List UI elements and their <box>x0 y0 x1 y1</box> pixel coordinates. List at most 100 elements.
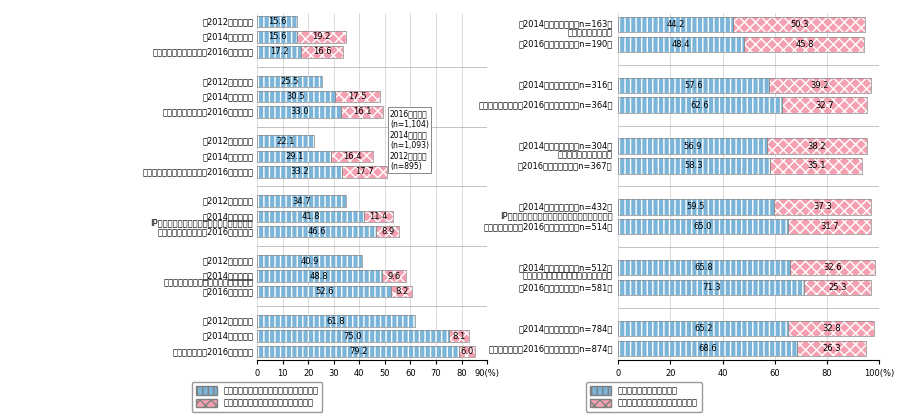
Text: 71.3: 71.3 <box>702 283 721 292</box>
Legend: 所定の成果が上がっている, 一部であるが、成果が上がっている: 所定の成果が上がっている, 一部であるが、成果が上がっている <box>586 382 702 412</box>
Bar <box>770 158 862 173</box>
Bar <box>618 199 774 215</box>
Text: 15.6: 15.6 <box>268 32 286 41</box>
Text: 防災メール　（2016年度調査）　（n=874）: 防災メール （2016年度調査） （n=874） <box>488 344 612 353</box>
Text: 共通情報配信　（2016年度調査）　（n=514）: 共通情報配信 （2016年度調査） （n=514） <box>483 222 612 231</box>
Text: 16.1: 16.1 <box>353 107 372 116</box>
Bar <box>257 195 345 207</box>
Bar <box>618 138 767 154</box>
Text: （2014年度調査）: （2014年度調査） <box>202 152 253 161</box>
Bar <box>618 280 805 295</box>
Bar <box>257 315 415 327</box>
Bar <box>788 321 874 336</box>
Text: カメラ・センサー等による防災情報収集: カメラ・センサー等による防災情報収集 <box>522 272 612 281</box>
Text: 38.2: 38.2 <box>807 142 826 150</box>
Bar <box>257 211 364 222</box>
Text: 17.2: 17.2 <box>270 47 289 57</box>
Bar <box>364 211 393 222</box>
Bar <box>257 135 314 147</box>
Bar <box>618 17 733 32</box>
Text: （2014年度調査）: （2014年度調査） <box>202 272 253 281</box>
Bar <box>257 151 331 162</box>
Text: 56.9: 56.9 <box>683 142 702 150</box>
Bar <box>733 17 865 32</box>
Text: 57.6: 57.6 <box>684 81 703 90</box>
Text: （2014年度調査）　（n=432）: （2014年度調査） （n=432） <box>519 202 612 212</box>
Text: 被害情報把握・復旧要請　（2016年度調査）: 被害情報把握・復旧要請 （2016年度調査） <box>143 167 253 176</box>
Text: 29.1: 29.1 <box>285 152 303 161</box>
Bar <box>342 166 387 178</box>
Bar <box>297 31 346 42</box>
Text: 35.1: 35.1 <box>807 161 825 171</box>
Bar <box>618 158 770 173</box>
Bar <box>805 280 870 295</box>
Bar <box>257 286 391 297</box>
Text: 61.8: 61.8 <box>327 316 345 326</box>
Legend: 運営している、または参加・協力している, 今後実施する予定、または検討している: 運営している、または参加・協力している, 今後実施する予定、または検討している <box>191 382 323 412</box>
Bar <box>257 106 342 118</box>
Bar <box>257 255 362 267</box>
Bar <box>257 16 297 27</box>
Bar <box>618 321 788 336</box>
Bar <box>297 31 346 42</box>
Bar <box>257 16 297 27</box>
Bar <box>301 46 344 58</box>
Bar <box>257 195 345 207</box>
Text: 17.7: 17.7 <box>355 167 373 176</box>
Text: 15.6: 15.6 <box>268 17 286 26</box>
Text: （2016年度調査）　（n=190）: （2016年度調査） （n=190） <box>519 40 612 49</box>
Text: （2014年度調査）　（n=304）: （2014年度調査） （n=304） <box>519 142 612 150</box>
Text: （2014年度調査）　（n=784）: （2014年度調査） （n=784） <box>519 324 612 333</box>
Bar <box>257 75 322 87</box>
Bar <box>257 166 342 178</box>
Text: 25.5: 25.5 <box>281 77 299 86</box>
Bar <box>257 286 391 297</box>
Bar <box>618 36 744 52</box>
Bar <box>733 17 865 32</box>
Bar <box>618 260 790 275</box>
Bar <box>769 78 871 93</box>
Bar <box>391 286 412 297</box>
Bar <box>618 78 769 93</box>
Bar <box>744 36 864 52</box>
Text: 45.8: 45.8 <box>796 40 814 49</box>
Bar <box>618 17 733 32</box>
Bar <box>782 98 867 113</box>
Text: 58.3: 58.3 <box>685 161 704 171</box>
Bar <box>805 280 870 295</box>
Bar <box>767 138 867 154</box>
Text: 44.2: 44.2 <box>667 20 685 29</box>
Text: 16.4: 16.4 <box>343 152 362 161</box>
Bar <box>618 260 790 275</box>
Text: 48.8: 48.8 <box>310 272 328 281</box>
Text: 65.0: 65.0 <box>694 222 713 231</box>
Text: 65.8: 65.8 <box>695 263 713 272</box>
Bar <box>618 321 788 336</box>
Bar <box>618 341 797 356</box>
Bar <box>257 211 364 222</box>
Bar <box>257 46 301 58</box>
Bar <box>797 341 866 356</box>
Bar <box>331 151 373 162</box>
Bar <box>335 91 380 102</box>
Text: 22.1: 22.1 <box>276 137 294 146</box>
Bar <box>797 341 866 356</box>
Bar <box>257 166 342 178</box>
Text: 75.0: 75.0 <box>344 332 363 341</box>
Text: 26.3: 26.3 <box>823 344 841 353</box>
Text: 50.3: 50.3 <box>790 20 808 29</box>
Bar <box>767 138 867 154</box>
Text: 17.5: 17.5 <box>348 92 366 101</box>
Bar <box>618 98 782 113</box>
Bar <box>769 78 871 93</box>
Text: 6.0: 6.0 <box>461 347 474 356</box>
Bar <box>331 151 373 162</box>
Text: （2012年度調査）: （2012年度調査） <box>202 17 253 26</box>
Text: （2014年度調査）　（n=512）: （2014年度調査） （n=512） <box>519 263 612 272</box>
Text: （2014年度調査）: （2014年度調査） <box>202 32 253 41</box>
Bar <box>618 219 788 235</box>
Text: 46.6: 46.6 <box>308 227 326 236</box>
Text: 37.3: 37.3 <box>813 202 832 212</box>
Text: 31.7: 31.7 <box>820 222 839 231</box>
Text: 防災メール　（2016年度調査）: 防災メール （2016年度調査） <box>172 347 253 356</box>
